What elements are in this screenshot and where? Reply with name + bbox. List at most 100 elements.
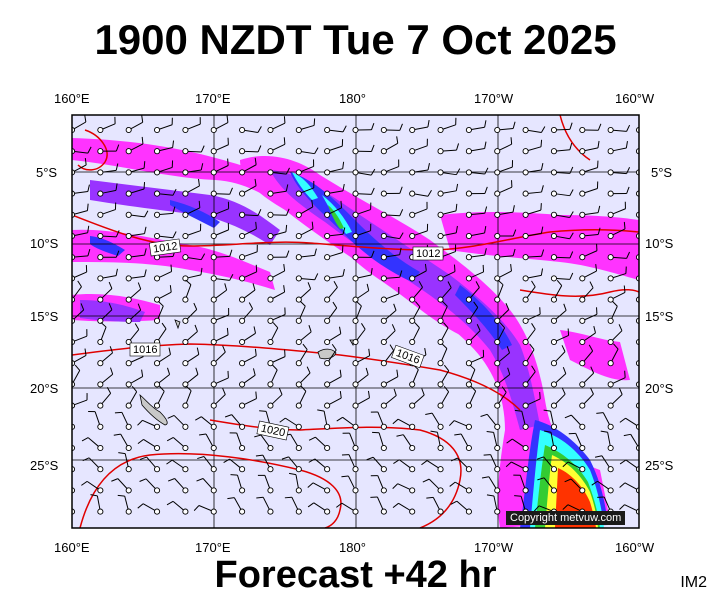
wind-barb [295,343,308,367]
wind-barb [380,159,400,176]
wind-barb [380,344,395,367]
wind-barb [370,475,387,494]
top-lon-label-180: 180° [339,91,366,106]
wind-barb [607,343,619,367]
wind-barb [257,474,274,494]
precip-area [170,200,220,228]
wind-barb [137,503,161,515]
wind-barb [494,160,514,176]
wind-barb [594,455,614,473]
wind-barb [465,120,487,134]
wind-barb [494,279,504,303]
wind-barb [409,163,430,176]
isobar-line [519,288,639,297]
wind-barb [568,432,586,452]
wind-barb [372,431,387,452]
wind-barb [341,454,359,473]
wind-barb [125,182,146,197]
wind-barb [607,141,628,155]
wind-barb [465,141,487,155]
top-lon-label-170w: 170°W [474,91,514,106]
wind-barb [342,432,359,452]
wind-barb [295,300,306,324]
wind-barb [483,454,501,473]
wind-barb [307,482,331,494]
wind-barb [324,161,345,176]
wind-barb [465,385,477,409]
wind-barb [514,409,529,430]
wind-barb [295,248,317,261]
wind-barb [182,178,200,197]
wind-barb [295,366,311,388]
wind-barb [125,115,144,134]
wind-barb [97,386,112,409]
wind-barb [113,433,132,452]
wind-barb [199,433,217,452]
wind-barb [153,367,171,388]
wind-barb [210,115,229,134]
wind-barb [448,420,472,430]
wind-barb [421,460,444,473]
wind-barb [537,477,558,494]
wind-barb [409,263,427,282]
wind-barb [522,203,542,218]
wind-barb [295,180,315,197]
precip-area [322,195,352,234]
wind-barb [380,186,403,197]
wind-barb [380,388,397,409]
wind-barb [607,266,627,282]
wind-barb [409,322,420,346]
wind-barb [125,269,147,282]
wind-barb [166,437,189,452]
wind-barb [308,436,331,452]
wind-barb [182,385,192,409]
island [174,319,181,330]
wind-barb [81,480,104,494]
wind-barb [137,419,161,430]
wind-barb [494,137,513,155]
wind-barb [210,283,228,303]
wind-barb [210,387,226,409]
wind-barb [494,346,510,367]
wind-barb [295,118,316,134]
wind-barb [437,168,461,176]
wind-barb [308,458,331,473]
isobar-labels: 1012 1012 1016 1016 1020 [129,238,444,441]
wind-barb [239,208,262,218]
wind-barb [494,386,507,409]
wind-barb [380,232,404,240]
wind-barb [437,117,457,134]
wind-barb [607,387,623,409]
wind-barb [607,285,626,303]
wind-barb [409,388,425,409]
wind-barb [392,418,416,430]
wind-barb [607,324,623,346]
wind-barb [239,348,257,367]
wind-barb [97,144,120,155]
wind-barb [380,209,404,218]
wind-barb [324,139,344,155]
wind-barb [454,433,472,452]
wind-barb [153,300,164,324]
wind-barb [352,268,373,282]
wind-barb [97,281,113,303]
wind-barb [380,247,402,261]
wind-barb [522,139,543,155]
wind-barb [239,244,258,261]
wind-barb [486,494,501,515]
wind-barb [522,343,535,367]
wind-barb [117,494,132,515]
wind-barb [182,302,198,324]
wind-barb [600,430,614,452]
wind-barb [550,303,567,324]
top-lon-label-170e: 170°E [195,91,231,106]
wind-barb [465,281,480,303]
wind-barb [324,343,337,367]
wind-barb [239,178,257,197]
map-title: 1900 NZDT Tue 7 Oct 2025 [94,16,617,63]
wind-barb [392,483,416,494]
wind-barb [494,121,516,134]
wind-barb [352,187,375,197]
wind-barb [506,438,529,452]
top-lon-label-160e: 160°E [54,91,90,106]
